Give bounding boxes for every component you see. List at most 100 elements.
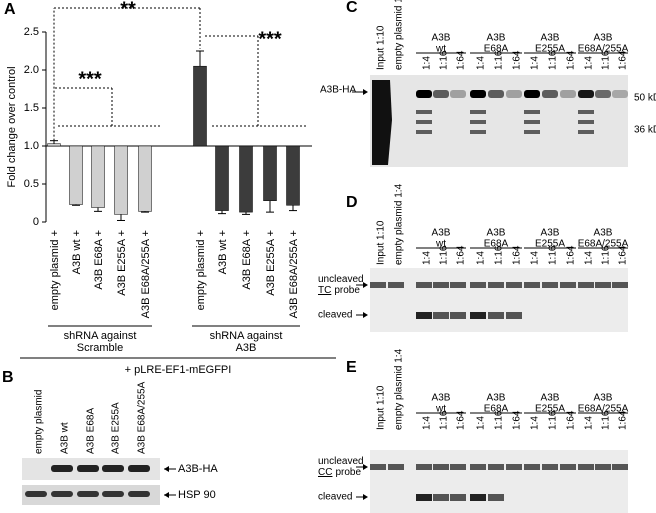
significance: *** (78, 68, 102, 90)
x-tick-label: A3B E255A + (116, 230, 128, 296)
band-label: HSP 90 (178, 489, 216, 501)
band (25, 491, 47, 497)
arrow-head (363, 282, 368, 288)
x-tick-label: A3B E68A/255A + (288, 230, 300, 318)
band (470, 90, 486, 98)
group-label: E68A/255A (578, 44, 629, 55)
lane-label: 1:16 (601, 410, 612, 430)
band (506, 312, 522, 319)
bar (91, 145, 105, 208)
error-bar (117, 214, 125, 221)
band (416, 110, 432, 114)
group-label: wt (435, 44, 446, 55)
blot (370, 268, 628, 332)
x-tick-label: empty plasmid + (49, 230, 61, 310)
lane-label: A3B E255A (111, 402, 122, 454)
bar (263, 145, 277, 201)
band (450, 312, 466, 319)
band (77, 491, 99, 497)
lane-label: 1:64 (512, 50, 523, 70)
lane-label: empty plasmid 1:4 (394, 183, 405, 265)
group-label: A3B (487, 228, 506, 239)
band (416, 464, 432, 470)
group-label: A3B (541, 33, 560, 44)
lane-label: 1:64 (456, 50, 467, 70)
band (388, 464, 404, 470)
arrow-head (363, 494, 368, 500)
lane-label: 1:64 (456, 245, 467, 265)
error-bar (218, 210, 226, 215)
group-label: wt (435, 404, 446, 415)
band (488, 282, 504, 288)
arrow-head (164, 492, 169, 498)
probe-label-line: probe (334, 285, 360, 296)
lane-label: 1:16 (548, 410, 559, 430)
probe-label: uncleaved CC probe (318, 456, 364, 478)
band (433, 494, 449, 501)
band (433, 464, 449, 470)
band (595, 282, 611, 288)
band (433, 312, 449, 319)
band (470, 464, 486, 470)
lane-label: A3B wt (60, 422, 71, 454)
panel-letter: D (346, 194, 358, 211)
bar (215, 145, 229, 211)
x-tick-label: A3B E68A + (93, 230, 105, 290)
band (488, 464, 504, 470)
band (51, 465, 73, 472)
band (612, 464, 628, 470)
lane-label: 1:4 (584, 416, 595, 430)
lane-label: 1:16 (439, 50, 450, 70)
blot (370, 450, 628, 513)
band (470, 312, 486, 319)
band (433, 282, 449, 288)
probe-label-line: probe (335, 467, 361, 478)
error-bar (50, 140, 58, 144)
band (488, 312, 504, 319)
lane-label: 1:4 (422, 251, 433, 265)
lane-label: 1:4 (476, 56, 487, 70)
band (612, 282, 628, 288)
y-tick-label: 0 (33, 216, 39, 228)
lane-label: 1:16 (548, 245, 559, 265)
band (370, 282, 386, 288)
cleaved-label: cleaved (318, 310, 352, 321)
lane-label: 1:16 (601, 50, 612, 70)
band (560, 90, 576, 98)
group-label: E255A (535, 44, 565, 55)
band (524, 282, 540, 288)
band (542, 282, 558, 288)
marker-label: 36 kD (634, 125, 656, 136)
lane-label: 1:16 (494, 410, 505, 430)
lane-label: 1:16 (439, 410, 450, 430)
lane-label: 1:64 (566, 245, 577, 265)
band (433, 90, 449, 98)
band (524, 90, 540, 98)
bar (138, 145, 152, 212)
lane-label: 1:64 (618, 50, 629, 70)
arrow-head (164, 466, 169, 472)
lane-label: empty plasmid 1:4 (394, 0, 405, 70)
band (416, 312, 432, 319)
group-label: A3B (236, 342, 257, 354)
band (560, 464, 576, 470)
band (470, 282, 486, 288)
x-tick-label: A3B E68A/255A + (140, 230, 152, 318)
group-label: A3B (432, 33, 451, 44)
band (470, 110, 486, 114)
footer: + pLRE-EF1-mEGFPI (125, 364, 232, 376)
group-label: E68A (484, 44, 509, 55)
lane-label: 1:4 (584, 56, 595, 70)
group-label: A3B (541, 393, 560, 404)
error-bar (242, 212, 250, 215)
group-label: A3B (487, 33, 506, 44)
band (578, 130, 594, 134)
x-tick-label: A3B E255A + (265, 230, 277, 296)
lane-label: A3B E68A/255A (137, 381, 148, 454)
lane-label: 1:16 (439, 245, 450, 265)
group-label: E68A (484, 404, 509, 415)
lane-label: 1:16 (494, 245, 505, 265)
lane-label: 1:4 (530, 416, 541, 430)
x-tick-label: empty plasmid + (195, 230, 207, 310)
band (470, 130, 486, 134)
